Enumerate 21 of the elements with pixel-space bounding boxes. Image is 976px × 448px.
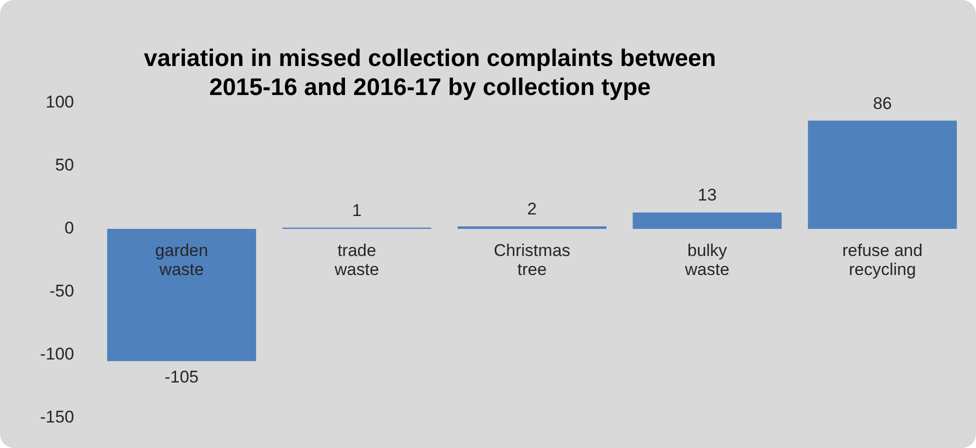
data-label: 1	[352, 200, 362, 220]
bar	[107, 228, 256, 362]
x-tick-label: trade waste	[334, 241, 380, 280]
y-tick-label: -50	[49, 282, 74, 301]
y-tick-label: -150	[40, 407, 74, 426]
x-tick-label: Christmas tree	[494, 241, 570, 280]
data-label: 2	[527, 200, 537, 219]
chart-title: variation in missed collection complaints between 2015-16 and 2016-17 by collection type	[142, 44, 718, 102]
y-tick-label: -100	[40, 344, 74, 364]
x-tick-label: refuse and recycling	[842, 241, 923, 280]
bar	[458, 226, 606, 229]
data-label: 86	[872, 94, 892, 113]
bar	[632, 212, 782, 229]
x-tick-label: bulky waste	[684, 241, 730, 280]
y-tick-label: 0	[64, 218, 74, 238]
x-tick-label: garden waste	[155, 241, 208, 280]
data-label: 13	[698, 186, 717, 205]
y-tick-label: 50	[55, 156, 74, 175]
data-label: -105	[164, 367, 199, 386]
y-tick-label: 100	[46, 92, 74, 112]
bar	[808, 120, 957, 229]
